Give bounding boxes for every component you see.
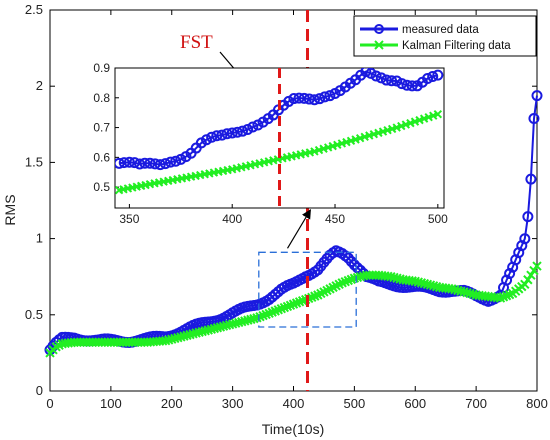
data-point-kalman bbox=[526, 270, 536, 280]
data-point-measured bbox=[348, 259, 360, 271]
data-point-inset-measured bbox=[201, 134, 213, 146]
inset-x-tick-label: 500 bbox=[428, 212, 448, 226]
inset-x-tick-label: 400 bbox=[222, 212, 242, 226]
data-point-kalman bbox=[529, 265, 539, 276]
data-point-inset-measured bbox=[170, 155, 182, 167]
data-point-inset-measured bbox=[314, 93, 326, 105]
legend-box bbox=[353, 15, 537, 57]
data-point-measured bbox=[531, 90, 543, 102]
y-axis-label: RMS bbox=[2, 194, 18, 225]
data-point-inset-measured bbox=[401, 79, 413, 91]
legend-marker-measured bbox=[374, 24, 384, 34]
x-tick-label: 100 bbox=[100, 396, 122, 411]
data-point-inset-measured bbox=[123, 156, 135, 168]
data-point-measured bbox=[519, 233, 531, 245]
inset-x-tick-label: 450 bbox=[325, 212, 345, 226]
data-point-inset-measured bbox=[298, 92, 310, 104]
data-point-inset-measured bbox=[293, 92, 305, 104]
x-tick-label: 200 bbox=[161, 396, 183, 411]
data-point-inset-measured bbox=[149, 158, 161, 170]
inset-y-tick-label: 0.7 bbox=[93, 121, 110, 135]
x-tick-label: 400 bbox=[283, 396, 305, 411]
data-point-inset-measured bbox=[216, 129, 228, 141]
data-point-inset-measured bbox=[231, 126, 243, 138]
data-point-measured bbox=[504, 268, 516, 280]
x-tick-label: 500 bbox=[344, 396, 366, 411]
data-point-inset-measured bbox=[211, 130, 223, 142]
data-point-inset-measured bbox=[406, 80, 418, 92]
data-point-inset-measured bbox=[226, 127, 238, 139]
data-point-inset-measured bbox=[165, 156, 177, 168]
y-tick-label: 0.5 bbox=[25, 307, 43, 322]
data-point-inset-measured bbox=[422, 72, 434, 84]
legend-marker-kalman bbox=[374, 40, 384, 50]
data-point-inset-measured bbox=[427, 70, 439, 82]
data-point-inset-measured bbox=[139, 157, 151, 169]
data-point-inset-measured bbox=[206, 131, 218, 143]
inset-axes: 350 400 450 500 0.5 0.6 0.7 0.8 0.9 bbox=[93, 61, 448, 226]
data-point-measured bbox=[345, 256, 357, 268]
inset-x-tick-label: 350 bbox=[119, 212, 139, 226]
data-point-inset-measured bbox=[324, 90, 336, 102]
data-point-kalman bbox=[523, 275, 533, 285]
legend-label-measured: measured data bbox=[402, 24, 479, 36]
data-point-kalman bbox=[532, 261, 542, 271]
data-point-inset-measured bbox=[288, 93, 300, 105]
legend: measured data Kalman Filtering data bbox=[353, 15, 537, 57]
data-point-inset-measured bbox=[360, 68, 372, 78]
y-tick-label: 2 bbox=[36, 78, 43, 93]
data-point-inset-measured bbox=[221, 128, 233, 140]
y-tick-label: 2.5 bbox=[25, 2, 43, 17]
main-series-layer bbox=[44, 90, 543, 358]
data-point-inset-measured bbox=[134, 158, 146, 170]
x-tick-label: 600 bbox=[404, 396, 426, 411]
inset-y-tick-label: 0.5 bbox=[93, 180, 110, 194]
fst-annotation-label: FST bbox=[180, 32, 213, 53]
data-point-inset-measured bbox=[236, 125, 248, 137]
x-tick-label: 800 bbox=[526, 396, 548, 411]
data-point-inset-measured bbox=[391, 75, 403, 87]
inset-y-tick-label: 0.6 bbox=[93, 150, 110, 164]
y-tick-label: 1.5 bbox=[25, 154, 43, 169]
data-point-measured bbox=[525, 173, 537, 185]
data-point-inset-measured bbox=[159, 158, 171, 170]
zoom-region-box bbox=[258, 251, 357, 328]
y-tick-label: 1 bbox=[36, 231, 43, 246]
legend-label-kalman: Kalman Filtering data bbox=[402, 40, 511, 52]
data-point-inset-measured bbox=[115, 157, 125, 169]
zoom-arrow bbox=[286, 208, 311, 249]
x-tick-label: 0 bbox=[46, 396, 53, 411]
inset-y-tick-label: 0.9 bbox=[93, 61, 110, 75]
data-point-measured bbox=[522, 211, 534, 223]
data-point-inset-measured bbox=[144, 157, 156, 169]
data-point-measured bbox=[266, 291, 278, 303]
data-point-inset-measured bbox=[386, 75, 398, 87]
data-point-inset-measured bbox=[303, 93, 315, 105]
data-point-kalman bbox=[520, 279, 530, 290]
x-tick-label: 700 bbox=[465, 396, 487, 411]
data-point-inset-measured bbox=[396, 78, 408, 90]
x-tick-label: 300 bbox=[222, 396, 244, 411]
x-axis-label: Time(10s) bbox=[262, 421, 325, 437]
data-point-inset-measured bbox=[247, 121, 259, 133]
data-point-inset-measured bbox=[154, 159, 166, 171]
data-point-inset-measured bbox=[242, 124, 254, 136]
data-point-inset-measured bbox=[118, 157, 130, 169]
data-point-inset-measured bbox=[129, 157, 141, 169]
data-point-inset-measured bbox=[370, 70, 382, 82]
data-point-measured bbox=[528, 112, 540, 124]
y-tick-label: 0 bbox=[36, 383, 43, 398]
data-point-inset-measured bbox=[308, 94, 320, 106]
data-point-inset-kalman bbox=[433, 109, 443, 119]
data-point-inset-measured bbox=[432, 69, 444, 81]
data-point-inset-measured bbox=[380, 74, 392, 86]
data-point-inset-measured bbox=[319, 91, 331, 103]
data-point-inset-measured bbox=[375, 72, 387, 84]
inset-y-tick-label: 0.8 bbox=[93, 91, 110, 105]
